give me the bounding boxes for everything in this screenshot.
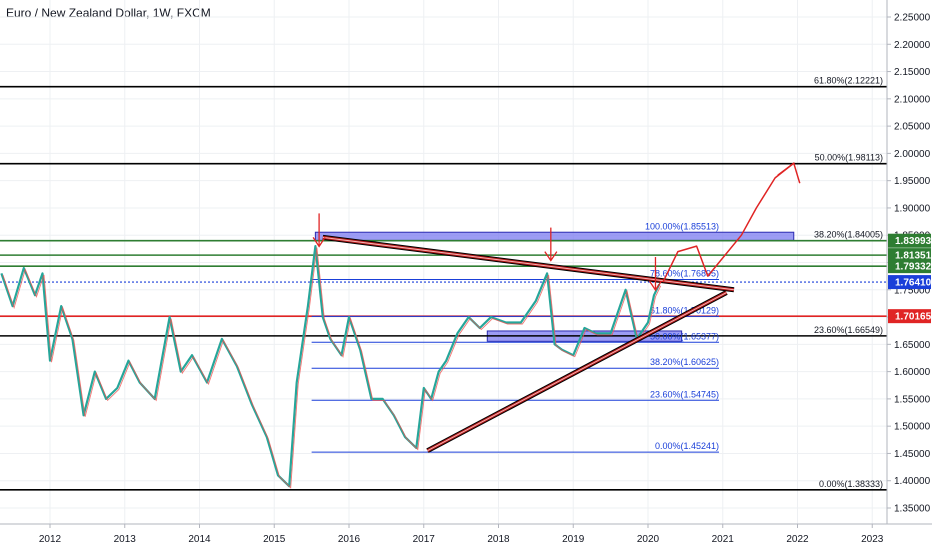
price-tag	[888, 259, 931, 274]
y-tick-label: 1.45000	[894, 449, 931, 460]
y-tick-label: 1.65000	[894, 340, 931, 351]
projection-arrow-head	[777, 161, 801, 184]
x-tick-label: 2018	[487, 534, 510, 545]
y-tick-label: 2.20000	[894, 40, 931, 51]
y-tick-label: 1.60000	[894, 367, 931, 378]
price-tag-label: 1.79332	[895, 262, 932, 273]
price-tag	[888, 233, 931, 248]
y-tick-label: 1.55000	[894, 394, 931, 405]
trendline-highlight	[322, 236, 735, 291]
x-tick-label: 2021	[712, 534, 735, 545]
price-tag-label: 1.76410	[895, 278, 932, 289]
x-tick-label: 2016	[338, 534, 361, 545]
supply-demand-zone	[314, 231, 795, 241]
fib-label: 61.80%(1.70129)	[650, 305, 719, 315]
y-tick-label: 1.50000	[894, 422, 931, 433]
x-tick-label: 2014	[188, 534, 211, 545]
x-tick-label: 2020	[637, 534, 660, 545]
projection-path	[662, 162, 795, 283]
level-label: 23.60%(1.66549)	[814, 325, 883, 335]
y-tick-label: 1.40000	[894, 476, 931, 487]
level-label: 38.20%(1.84005)	[814, 230, 883, 240]
price-tag	[888, 309, 931, 324]
y-tick-label: 1.95000	[894, 176, 931, 187]
fib-label: 0.00%(1.45241)	[655, 441, 719, 451]
x-tick-label: 2012	[39, 534, 62, 545]
price-tag	[888, 248, 931, 263]
x-tick-label: 2023	[861, 534, 884, 545]
x-tick-label: 2013	[114, 534, 137, 545]
down-arrow-head	[312, 237, 326, 248]
price-tag	[888, 275, 931, 290]
trendline-highlight	[427, 292, 727, 452]
y-tick-label: 1.35000	[894, 504, 931, 515]
price-tag-label: 1.81351	[895, 251, 932, 262]
y-tick-label: 2.05000	[894, 122, 931, 133]
price-axis-bg	[887, 0, 932, 550]
down-arrow-head	[544, 251, 558, 262]
y-tick-label: 2.15000	[894, 67, 931, 78]
y-tick-label: 2.25000	[894, 13, 931, 24]
x-tick-label: 2022	[786, 534, 809, 545]
y-tick-label: 2.10000	[894, 94, 931, 105]
level-label: 0.00%(1.38333)	[819, 479, 883, 489]
x-tick-label: 2019	[562, 534, 585, 545]
fib-label: 100.00%(1.85513)	[645, 221, 719, 231]
fib-label: 78.60%(1.76895)	[650, 268, 719, 278]
x-tick-label: 2015	[263, 534, 286, 545]
price-tag-label: 1.83993	[895, 236, 932, 247]
fib-label: 50.00%(1.65377)	[650, 331, 719, 341]
y-tick-label: 1.90000	[894, 203, 931, 214]
fib-label: 38.20%(1.60625)	[650, 357, 719, 367]
level-label: 61.80%(2.12221)	[814, 76, 883, 86]
fib-label: 23.60%(1.54745)	[650, 389, 719, 399]
price-tag-label: 1.70165	[895, 312, 932, 323]
y-tick-label: 1.75000	[894, 285, 931, 296]
y-tick-label: 2.00000	[894, 149, 931, 160]
price-line-shadow	[2, 247, 662, 489]
down-arrow-head	[648, 280, 663, 292]
x-tick-label: 2017	[413, 534, 436, 545]
level-label: 50.00%(1.98113)	[815, 153, 883, 163]
